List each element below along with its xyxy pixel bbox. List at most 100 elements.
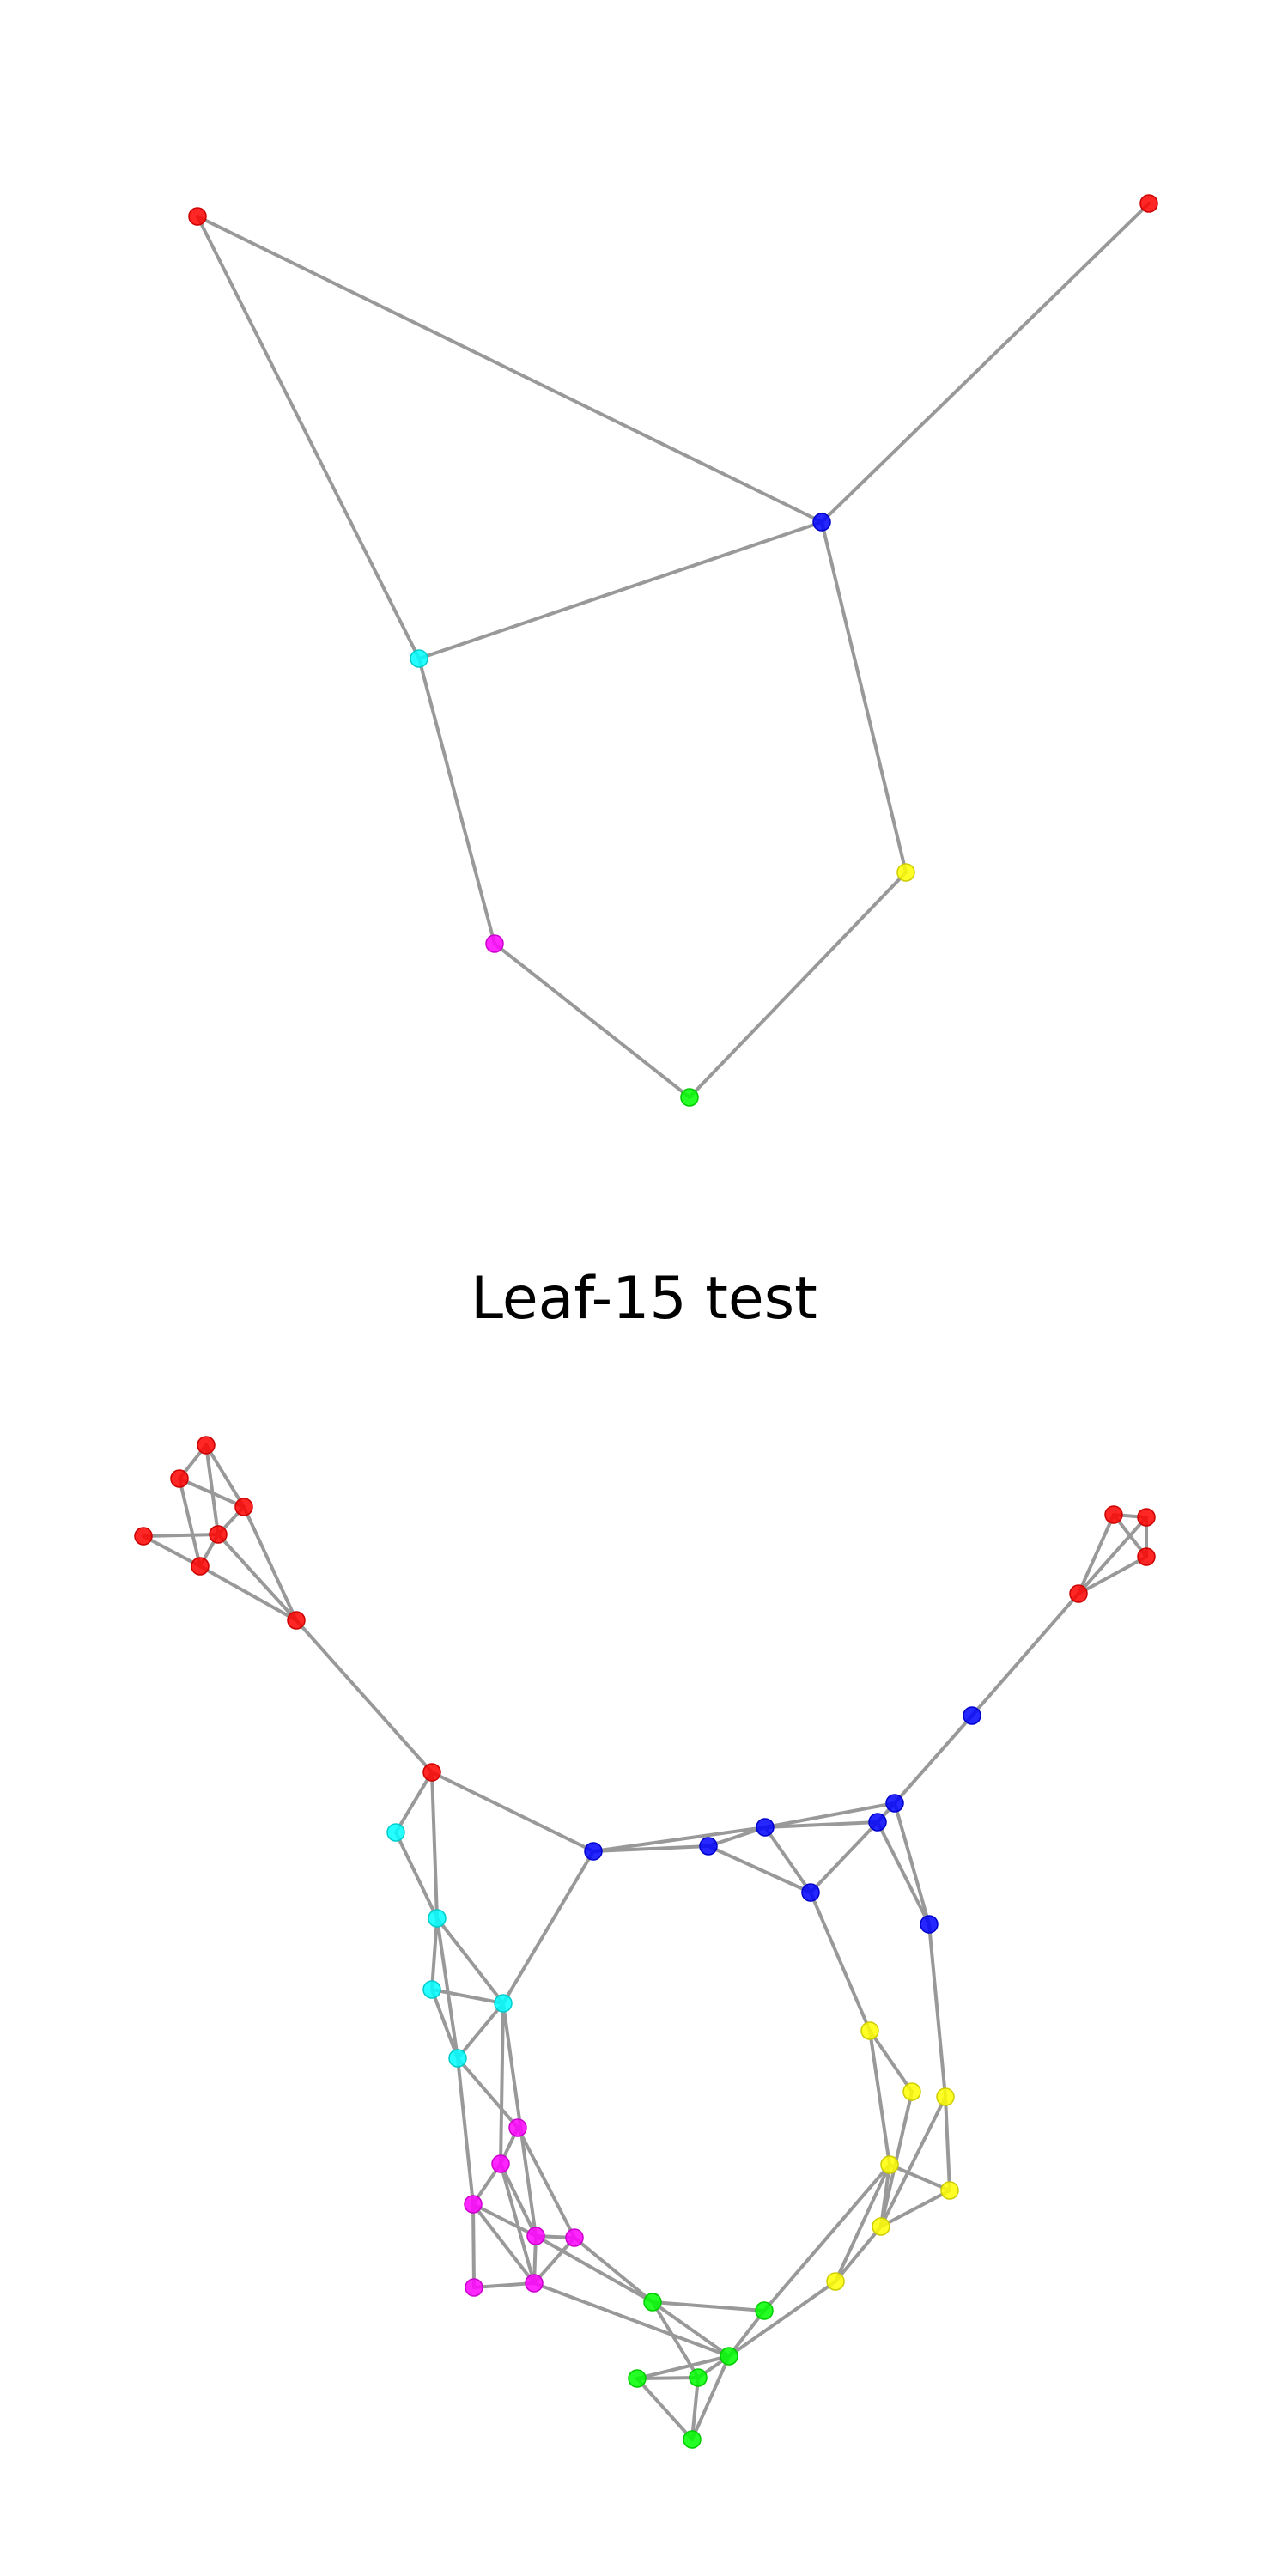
fine-node-cyan-C5 — [448, 2049, 467, 2068]
coarse-node-cyan-c — [410, 649, 428, 668]
fine-edge-Y4-Y5 — [888, 2163, 951, 2192]
fine-node-green-G2 — [755, 2301, 774, 2320]
fine-edge-C5-M3 — [456, 2057, 475, 2206]
fine-node-red-R3 — [234, 1498, 253, 1516]
fine-edge-M4-G1 — [534, 2234, 654, 2304]
fine-edge-C1-C2 — [394, 1831, 439, 1920]
fine-edge-R7-R8 — [295, 1619, 434, 1774]
coarse-node-red-r2 — [1139, 194, 1158, 213]
fine-edge-C2-C4 — [435, 1917, 505, 2005]
fine-edge-G3-Y7 — [727, 2280, 837, 2358]
fine-edge-R1-R4 — [204, 1443, 220, 1536]
fine-node-red-R9 — [1104, 1505, 1123, 1524]
fine-node-green-G4 — [689, 2368, 708, 2387]
fine-edge-Y5-Y6 — [879, 2189, 951, 2228]
fine-edge-M3-M4 — [471, 2202, 538, 2238]
coarse-node-blue-b — [812, 513, 831, 532]
fine-graph-edges — [142, 1443, 1148, 2441]
fine-edge-M5-G1 — [573, 2236, 654, 2304]
fine-edge-B4-B6 — [592, 1826, 767, 1853]
fine-edge-Y4-Y7 — [834, 2163, 891, 2283]
fine-node-cyan-C3 — [422, 1980, 441, 1999]
fine-node-yellow-Y5 — [940, 2181, 959, 2200]
fine-edge-B4-B5 — [707, 1826, 767, 1848]
fine-node-red-R10 — [1137, 1508, 1156, 1527]
coarse-node-red-r1 — [188, 207, 207, 226]
fine-edge-B3-B7 — [809, 1820, 879, 1894]
fine-node-red-R1 — [197, 1436, 216, 1455]
fine-edge-G3-G6 — [690, 2354, 731, 2441]
fine-edge-B3-B8 — [876, 1820, 931, 1926]
fine-node-blue-B4 — [756, 1818, 775, 1837]
fine-edge-R10-R12 — [1077, 1516, 1148, 1595]
fine-edge-G2-G3 — [727, 2309, 766, 2358]
fine-node-yellow-Y4 — [880, 2155, 899, 2174]
fine-node-red-R8 — [422, 1763, 441, 1782]
fine-node-red-R2 — [170, 1469, 189, 1488]
fine-edge-Y6-Y7 — [834, 2225, 883, 2283]
fine-graph — [134, 1436, 1156, 2449]
fine-node-magenta-M5 — [565, 2228, 584, 2247]
fine-edge-R2-R6 — [178, 1477, 202, 1568]
fine-node-magenta-M3 — [464, 2195, 483, 2214]
graph-title: Leaf-15 test — [471, 1265, 817, 1333]
fine-node-red-R7 — [287, 1611, 306, 1630]
fine-edge-R4-R5 — [142, 1533, 220, 1538]
fine-edge-R9-R12 — [1077, 1513, 1115, 1595]
fine-edge-B4-B7 — [763, 1826, 812, 1894]
coarse-edge-c-m — [417, 657, 496, 945]
fine-edge-Y3-Y6 — [879, 2095, 947, 2228]
fine-node-yellow-Y1 — [860, 2021, 879, 2040]
coarse-node-green-g — [680, 1088, 699, 1107]
coarse-edge-b-c — [417, 520, 823, 660]
fine-node-yellow-Y2 — [902, 2082, 921, 2101]
fine-edge-R4-R7 — [216, 1533, 298, 1622]
fine-edge-B5-B6 — [592, 1844, 710, 1853]
coarse-graph-edges — [196, 202, 1151, 1099]
fine-node-yellow-Y3 — [936, 2087, 955, 2106]
fine-edge-G2-Y4 — [762, 2163, 891, 2312]
fine-edge-G4-G6 — [690, 2376, 700, 2441]
fine-node-green-G1 — [643, 2293, 662, 2312]
fine-edge-C3-C5 — [430, 1988, 459, 2060]
fine-edge-M2-M6 — [499, 2162, 536, 2285]
fine-edge-C4-M2 — [499, 2002, 505, 2166]
fine-edge-B5-B7 — [707, 1844, 812, 1894]
fine-node-green-G5 — [628, 2369, 647, 2388]
fine-edge-R8-C1 — [394, 1771, 434, 1834]
fine-edge-M2-M4 — [499, 2162, 538, 2238]
fine-edge-Y4-Y6 — [879, 2163, 891, 2228]
fine-node-blue-B3 — [868, 1813, 887, 1832]
fine-node-magenta-M6 — [525, 2274, 544, 2293]
fine-edge-R2-R3 — [178, 1477, 246, 1509]
fine-edge-R8-B6 — [430, 1771, 595, 1853]
fine-node-cyan-C4 — [494, 1994, 513, 2013]
coarse-node-yellow-y — [896, 863, 915, 882]
fine-edge-G1-G3 — [651, 2300, 731, 2358]
fine-edge-R6-R7 — [198, 1564, 298, 1622]
coarse-edge-g-y — [688, 871, 908, 1099]
fine-edge-C4-B6 — [501, 1850, 595, 2005]
fine-node-magenta-M2 — [491, 2154, 510, 2173]
fine-edge-B8-Y3 — [927, 1923, 947, 2099]
coarse-edge-r2-b — [820, 202, 1151, 524]
fine-node-yellow-Y7 — [826, 2272, 845, 2291]
fine-edge-R1-R3 — [204, 1443, 246, 1509]
fine-edge-M6-M7 — [472, 2281, 536, 2289]
fine-edge-C2-C3 — [430, 1917, 439, 1991]
fine-edge-G3-G5 — [635, 2354, 731, 2380]
fine-edge-M1-M5 — [516, 2126, 576, 2239]
fine-edge-B7-Y1 — [809, 1891, 872, 2032]
fine-node-blue-B8 — [920, 1915, 939, 1934]
fine-edge-G5-G6 — [635, 2377, 694, 2441]
fine-node-red-R11 — [1137, 1547, 1156, 1566]
coarse-edge-r1-c — [196, 215, 421, 660]
fine-edge-C3-C4 — [430, 1988, 505, 2005]
fine-edge-R8-C2 — [430, 1771, 439, 1920]
fine-node-magenta-M1 — [508, 2118, 527, 2137]
fine-node-green-G6 — [683, 2430, 702, 2449]
fine-node-magenta-M7 — [465, 2278, 483, 2297]
fine-node-blue-B7 — [801, 1883, 820, 1902]
